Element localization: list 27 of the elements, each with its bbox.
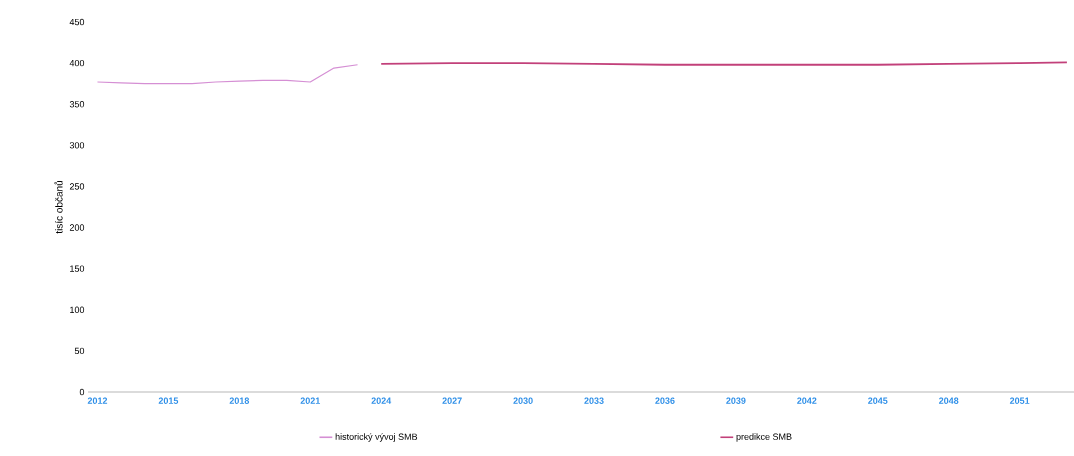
y-axis-title: tisíc občanů (54, 181, 63, 234)
y-tick-label: 200 (69, 224, 85, 231)
x-tick-label: 2051 (1009, 397, 1030, 404)
x-tick-label: 2018 (229, 397, 250, 404)
y-tick-label: 450 (69, 18, 85, 26)
y-tick-label: 300 (69, 142, 85, 149)
y-tick-label: 0 (79, 388, 85, 396)
x-tick-label: 2027 (442, 397, 462, 404)
x-tick-label: 2036 (655, 397, 675, 404)
x-tick-label: 2015 (158, 397, 179, 404)
x-tick-label: 2024 (371, 397, 392, 404)
x-tick-label: 2039 (726, 397, 746, 404)
y-tick-label: 400 (69, 59, 85, 67)
y-tick-label: 100 (70, 306, 85, 313)
y-tick-label: 50 (74, 347, 85, 355)
y-tick-label: 350 (69, 101, 85, 108)
x-tick-label: 2033 (584, 397, 604, 404)
x-tick-label: 2021 (300, 397, 321, 404)
x-tick-label: 2012 (87, 397, 108, 404)
legend-label: historický vývoj SMB (335, 433, 418, 442)
x-tick-label: 2030 (513, 397, 533, 404)
x-tick-label: 2048 (938, 397, 959, 404)
legend-label: predikce SMB (736, 433, 792, 442)
y-tick-label: 250 (69, 183, 85, 190)
x-tick-label: 2042 (797, 397, 817, 404)
y-tick-label: 150 (70, 265, 85, 272)
x-tick-label: 2045 (868, 397, 888, 404)
